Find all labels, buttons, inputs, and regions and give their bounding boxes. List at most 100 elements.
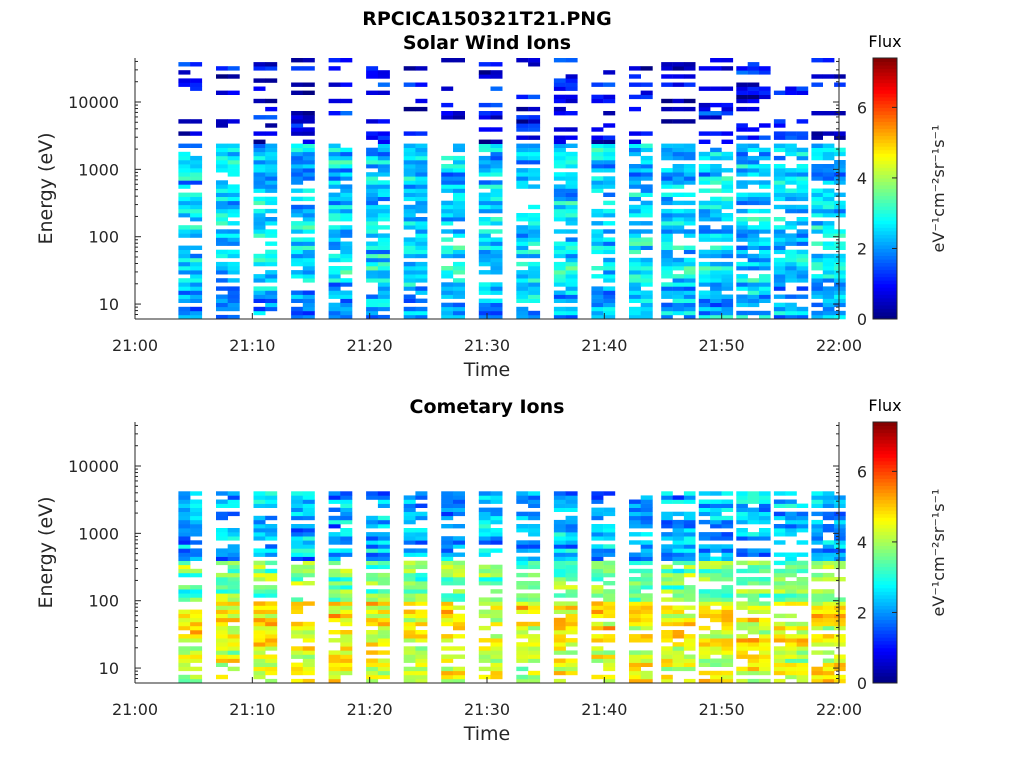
heatmap-cell — [698, 229, 711, 234]
heatmap-cell — [328, 274, 341, 279]
heatmap-cell — [190, 180, 203, 185]
heatmap-cell — [415, 266, 428, 271]
heatmap-cell — [478, 646, 491, 651]
heatmap-cell — [811, 495, 823, 500]
heatmap-cell — [811, 274, 823, 279]
heatmap-cell — [672, 266, 685, 271]
heatmap-cell — [265, 176, 278, 181]
heatmap-cell — [528, 585, 541, 590]
heatmap-cell — [265, 572, 278, 578]
heatmap-cell — [747, 302, 760, 308]
heatmap-cell — [366, 650, 379, 655]
heatmap-cell — [490, 188, 503, 193]
heatmap-cell — [216, 90, 228, 95]
heatmap-cell — [640, 257, 653, 263]
heatmap-cell — [796, 601, 809, 606]
heatmap-cell — [747, 82, 760, 87]
heatmap-cell — [603, 674, 616, 680]
heatmap-cell — [366, 160, 379, 165]
heatmap-cell — [591, 515, 604, 521]
heatmap-cell — [553, 208, 566, 214]
heatmap-cell — [565, 155, 578, 161]
heatmap-cell — [453, 634, 465, 639]
heatmap-cell — [528, 123, 541, 128]
heatmap-cell — [785, 556, 797, 561]
heatmap-cell — [672, 200, 685, 206]
heatmap-cell — [822, 589, 835, 594]
heatmap-cell — [441, 609, 454, 614]
heatmap-cell — [291, 290, 304, 295]
heatmap-cell — [227, 577, 240, 582]
heatmap-cell — [516, 286, 529, 291]
heatmap-cell — [710, 282, 722, 287]
heatmap-cell — [683, 176, 696, 181]
colorbar-step — [873, 93, 897, 98]
heatmap-cell — [516, 94, 529, 100]
heatmap-cell — [415, 662, 428, 667]
heatmap-cell — [340, 196, 353, 202]
heatmap-cell — [822, 572, 835, 578]
heatmap-cell — [328, 310, 341, 316]
heatmap-cell — [834, 298, 846, 303]
heatmap-cell — [302, 204, 315, 210]
heatmap-cell — [811, 593, 823, 598]
colorbar-step — [873, 117, 897, 122]
colorbar-step — [873, 280, 897, 285]
heatmap-cell — [683, 62, 696, 67]
heatmap-cell — [721, 564, 734, 570]
heatmap-cell — [683, 499, 696, 504]
heatmap-cell — [377, 601, 390, 606]
heatmap-cell — [683, 164, 696, 169]
heatmap-cell — [291, 548, 304, 553]
heatmap-cell — [528, 548, 541, 553]
heatmap-cell — [340, 282, 353, 287]
heatmap-cell — [516, 310, 529, 316]
heatmap-cell — [190, 164, 203, 169]
heatmap-cell — [640, 625, 653, 631]
heatmap-cell — [366, 270, 379, 275]
heatmap-cell — [796, 237, 809, 242]
heatmap-cell — [516, 581, 529, 586]
heatmap-cell — [796, 217, 809, 222]
heatmap-cell — [591, 585, 604, 590]
heatmap-cell — [811, 261, 823, 267]
heatmap-cell — [227, 266, 240, 271]
heatmap-cell — [591, 245, 604, 250]
heatmap-cell — [629, 172, 641, 177]
heatmap-cell — [178, 507, 191, 512]
heatmap-cell — [291, 257, 304, 263]
heatmap-cell — [227, 66, 240, 71]
heatmap-cell — [377, 560, 390, 566]
heatmap-cell — [822, 674, 835, 680]
heatmap-cell — [190, 217, 203, 222]
heatmap-cell — [565, 630, 578, 635]
heatmap-cell — [178, 119, 191, 124]
heatmap-cell — [565, 94, 578, 100]
heatmap-cell — [721, 585, 734, 590]
heatmap-cell — [773, 123, 786, 128]
heatmap-cell — [747, 168, 760, 173]
heatmap-cell — [328, 630, 341, 635]
heatmap-cell — [340, 253, 353, 259]
heatmap-cell — [415, 204, 428, 210]
heatmap-cell — [190, 491, 203, 496]
heatmap-cell — [377, 524, 390, 529]
x-tick-label: 21:00 — [112, 700, 158, 719]
heatmap-cell — [178, 617, 191, 623]
heatmap-cell — [553, 499, 566, 504]
heatmap-cell — [453, 511, 465, 517]
heatmap-cell — [403, 568, 416, 574]
heatmap-cell — [710, 499, 722, 504]
heatmap-cell — [811, 564, 823, 570]
heatmap-cell — [698, 180, 711, 185]
heatmap-cell — [773, 532, 786, 537]
heatmap-cell — [785, 237, 797, 242]
heatmap-cell — [403, 536, 416, 541]
heatmap-cell — [377, 286, 390, 291]
heatmap-cell — [736, 654, 748, 659]
heatmap-cell — [565, 221, 578, 226]
colorbar-tick-label: 2 — [857, 239, 867, 258]
heatmap-cell — [441, 638, 454, 643]
heatmap-cell — [377, 245, 390, 250]
